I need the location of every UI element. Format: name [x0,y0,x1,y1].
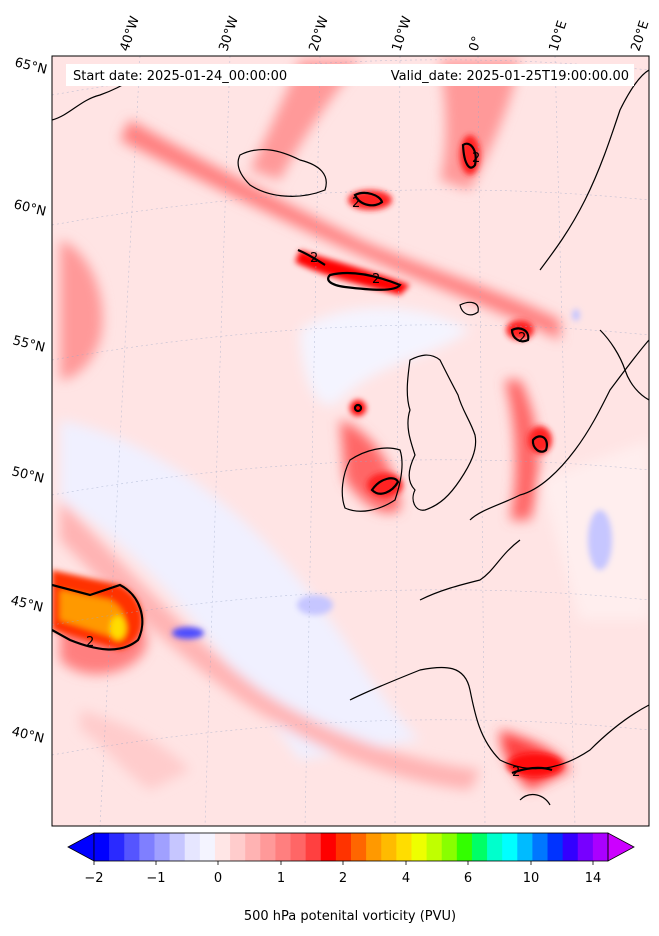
denmark-coast [599,329,649,401]
colorbar-extend-high [607,832,635,862]
lon-label-40w: 40°W [118,14,143,53]
lon-label-10w: 10°W [390,14,415,53]
france-coast [419,539,521,601]
colorbar-segment [94,833,110,861]
coastlines [52,69,649,806]
colorbar-segment [169,833,186,861]
colorbar-segment [109,833,125,861]
lat-label-40n: 40°N [10,724,45,746]
colorbar-segment [517,833,533,861]
colorbar-segment [199,833,216,861]
colorbar-segment [351,833,367,861]
contour-label: 2 [512,765,520,780]
colorbar-segment [139,833,155,861]
lon-label-30w: 30°W [217,14,242,53]
colorbar-segment [396,833,412,861]
colorbar-segment [154,833,171,861]
continent-north-coast [469,339,649,521]
colorbar-extend-low [67,832,95,862]
colorbar-tick-label: 2 [339,871,347,886]
colorbar-segment [456,833,473,861]
colorbar-tick-label: 14 [585,871,602,886]
contour-label: 2 [310,251,318,266]
colorbar-segment [335,833,352,861]
colorbar-tick-label: −1 [146,871,165,886]
colorbar-segment [502,833,518,861]
colorbar-tick-label: 0 [214,871,222,886]
colorbar-segments [94,833,609,861]
colorbar-segment [532,833,549,861]
colorbar-tick-label: 4 [402,871,410,886]
valid-date-label: Valid_date: 2025-01-25T19:00:00.00 [391,69,629,84]
lon-label-0: 0° [467,35,486,54]
colorbar-segment [305,833,322,861]
lat-label-55n: 55°N [11,333,46,355]
colorbar-tick-labels: −2 −1 0 1 2 4 6 10 14 [84,871,601,886]
lon-label-20e: 20°E [629,19,653,53]
colorbar-tick-label: −2 [84,871,103,886]
shetland-coast [459,301,479,316]
lat-label-45n: 45°N [9,593,44,615]
contour-label: 2 [472,151,480,166]
colorbar-tick-label: 10 [523,871,540,886]
ireland-coast [341,447,403,512]
colorbar-segment [366,833,382,861]
lon-label-10e: 10°E [547,19,571,53]
colorbar-segment [124,833,140,861]
colorbar-segment [290,833,307,861]
colorbar-segment [275,833,292,861]
iberia-coast [349,666,649,770]
pv-2-contours [52,142,553,775]
contour-label: 2 [86,635,94,650]
colorbar-segment [230,833,246,861]
contour-label: 2 [518,331,526,346]
colorbar-segment [562,833,579,861]
colorbar-segment [487,833,503,861]
map-panel: 2 2 2 2 2 2 2 Start date: 2025-01-24_00:… [52,56,649,826]
colorbar-segment [184,833,201,861]
colorbar-ticks [93,861,594,865]
graticule [52,56,649,826]
longitude-labels: 40°W 30°W 20°W 10°W 0° 10°E 20°E [118,14,653,53]
lat-label-65n: 65°N [13,55,48,77]
contour-labels: 2 2 2 2 2 2 2 [86,151,526,780]
latitude-labels: 65°N 60°N 55°N 50°N 45°N 40°N [9,55,48,746]
colorbar-segment [426,833,443,861]
colorbar-segment [441,833,458,861]
africa-coast [519,793,551,806]
norway-coast [539,69,649,271]
colorbar: −2 −1 0 1 2 4 6 10 14 500 hPa potenital … [67,832,635,924]
colorbar-segment [471,833,488,861]
colorbar-segment [592,833,609,861]
colorbar-segment [577,833,594,861]
lat-label-50n: 50°N [10,464,45,486]
lat-label-60n: 60°N [12,197,47,219]
lon-label-20w: 20°W [307,14,332,53]
colorbar-segment [381,833,397,861]
colorbar-frame [93,832,609,862]
colorbar-tick-label: 1 [277,871,285,886]
great-britain-coast [406,354,477,511]
colorbar-tick-label: 6 [464,871,472,886]
colorbar-segment [245,833,261,861]
colorbar-segment [260,833,276,861]
colorbar-segment [411,833,428,861]
colorbar-segment [214,833,231,861]
start-date-label: Start date: 2025-01-24_00:00:00 [73,69,287,84]
contour-label: 2 [352,196,360,211]
iceland-coast [237,149,327,197]
colorbar-segment [320,833,337,861]
header-bar [66,64,634,86]
colorbar-segment [547,833,564,861]
colorbar-label: 500 hPa potenital vorticity (PVU) [244,909,456,924]
contour-label: 2 [372,272,380,287]
map-frame [51,55,650,827]
